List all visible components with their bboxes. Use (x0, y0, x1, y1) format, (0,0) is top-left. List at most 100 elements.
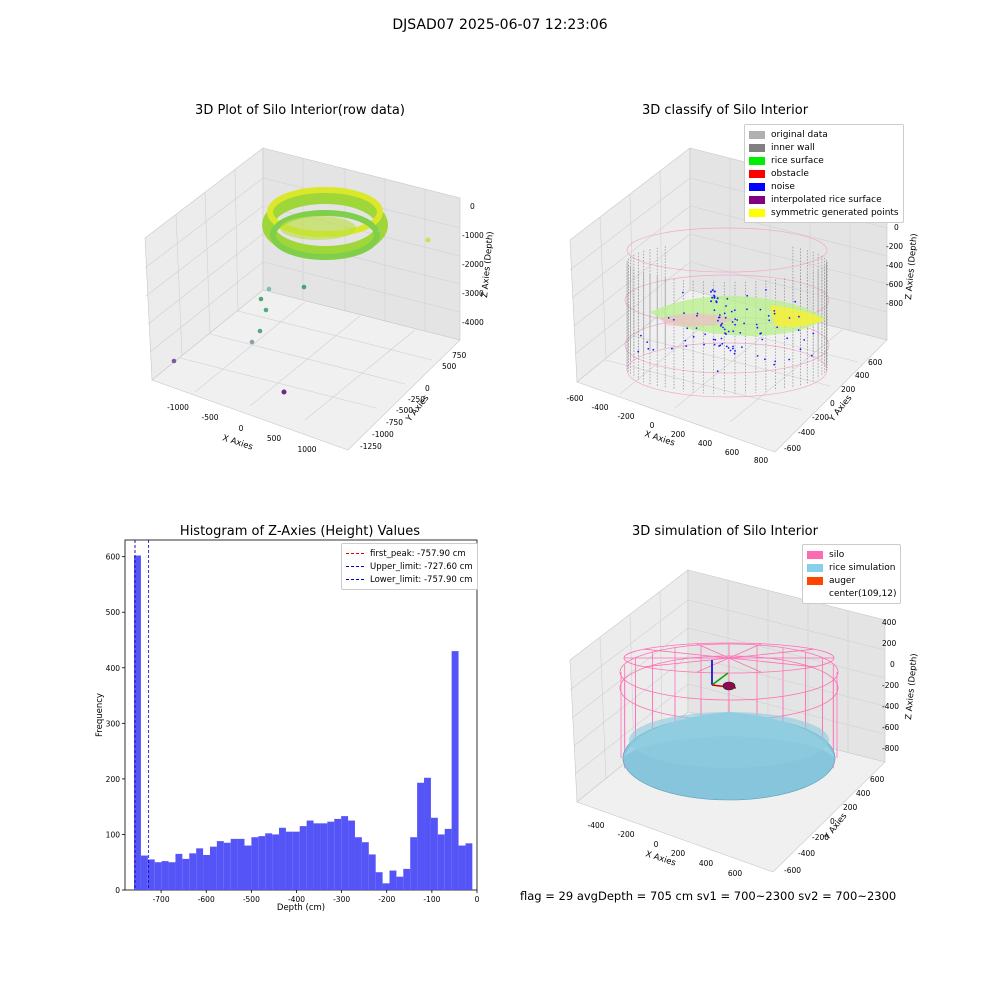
legend-entry: interpolated rice surface (749, 193, 899, 206)
noise-point (734, 350, 736, 352)
silo-wire-line (728, 657, 814, 668)
hist-vlines (134, 540, 150, 890)
noise-point (692, 335, 695, 338)
noise-point (712, 338, 715, 341)
noise-point (695, 327, 698, 329)
noise-point (803, 339, 806, 341)
legend-entry: center(109,12) (807, 587, 896, 600)
legend-label: Upper_limit: -727.60 cm (370, 561, 473, 572)
legend-swatch (749, 169, 765, 178)
hist-bar (327, 821, 335, 890)
plot4-3d-axes: -400 -200 0 200 400 600 600 400 200 0 -2… (569, 569, 920, 878)
hist-bar (251, 837, 259, 890)
plot2-ztick: -200 (886, 242, 903, 251)
plot4-ztick: -600 (882, 723, 899, 732)
legend-entry: auger (807, 574, 896, 587)
legend-line (346, 566, 364, 567)
plot1-ytick: 750 (452, 351, 467, 360)
legend-entry: noise (749, 180, 899, 193)
noise-point (733, 309, 736, 312)
figure-title: DJSAD07 2025-06-07 12:23:06 (392, 17, 608, 33)
plot4-ztick: 0 (890, 660, 895, 669)
noise-point (761, 338, 764, 341)
hist-bar (154, 862, 162, 890)
legend-swatch (807, 576, 823, 585)
plot1-zlabel: Z Axies (Depth) (480, 231, 496, 298)
plot4-rice-simulation (622, 712, 836, 801)
noise-point (773, 312, 776, 315)
noise-point (713, 309, 716, 312)
noise-point (739, 332, 742, 334)
noise-point (797, 329, 800, 331)
plot2-xtick: 400 (698, 439, 713, 448)
plot1-title: 3D Plot of Silo Interior(row data) (195, 103, 405, 118)
plot1-ytick: -250 (408, 395, 425, 404)
plot1-ytick: -500 (396, 406, 413, 415)
legend-label: rice surface (771, 155, 824, 166)
plot2-xtick: -400 (591, 403, 608, 412)
noise-point (714, 338, 717, 341)
plot2-ytick: 400 (855, 371, 870, 380)
plot2-ytick: 600 (868, 358, 883, 367)
noise-point (727, 347, 730, 349)
plot1-ztick: -1000 (462, 231, 484, 240)
noise-point (768, 319, 771, 322)
noise-point (723, 312, 726, 315)
plot2-ztick: 0 (894, 223, 899, 232)
plot4-legend: silo rice simulation auger center(109,12… (802, 544, 902, 604)
hist-bar (168, 862, 176, 890)
legend-label: first_peak: -757.90 cm (370, 548, 466, 559)
plot2-legend: original data inner wall rice surface ob… (744, 124, 904, 223)
plot1-ztick: -2000 (462, 260, 484, 269)
noise-point (799, 348, 802, 351)
hist-bar (348, 820, 355, 890)
legend-entry: silo (807, 548, 896, 561)
hist-bar (299, 826, 307, 890)
noise-point (734, 318, 737, 320)
plot4-ztick: 400 (882, 618, 897, 627)
legend-swatch (749, 156, 765, 165)
noise-point (647, 347, 650, 350)
noise-point (764, 358, 766, 361)
plot1-xtick: -1000 (167, 403, 189, 412)
noise-point (726, 297, 729, 300)
plot1-ytick: 0 (425, 384, 430, 393)
noise-point (715, 301, 718, 304)
hist-xtick-label: -400 (288, 895, 305, 904)
legend-swatch (807, 550, 823, 559)
noise-point (812, 332, 815, 335)
noise-point (741, 346, 743, 348)
hist-bar (285, 831, 293, 890)
hist-bar (272, 834, 280, 890)
plot2-xtick: -600 (566, 394, 583, 403)
legend-entry: obstacle (749, 167, 899, 180)
plot1-xtick: 1000 (297, 445, 316, 454)
plot4-xtick: 600 (728, 869, 743, 878)
legend-entry: original data (749, 128, 899, 141)
legend-line (346, 579, 364, 580)
hist-ytick-label: 500 (106, 608, 121, 617)
hist-bar (396, 876, 404, 890)
plot4-xtick: 400 (699, 859, 714, 868)
plot2-xtick: 0 (650, 421, 655, 430)
plot2-ytick: -200 (812, 413, 829, 422)
plot2-xtick: 200 (671, 430, 686, 439)
plot1-ytick: -1000 (372, 430, 394, 439)
hist-xtick-label: -100 (423, 895, 440, 904)
noise-point (755, 323, 758, 326)
legend-label: obstacle (771, 168, 809, 179)
hist-xtick-label: -300 (333, 895, 350, 904)
plot1-ztick: -4000 (462, 318, 484, 327)
noise-point (732, 345, 734, 348)
noise-point (685, 345, 688, 347)
legend-entry: rice surface (749, 154, 899, 167)
plot4-ztick: -200 (882, 681, 899, 690)
legend-swatch (749, 195, 765, 204)
noise-point (773, 363, 776, 366)
noise-point (652, 348, 655, 351)
noise-point (686, 327, 689, 330)
hist-bar (389, 870, 397, 890)
hist-ytick-label: 300 (106, 719, 121, 728)
plot4-ytick: 400 (856, 789, 871, 798)
plot2-xtick: -200 (617, 412, 634, 421)
